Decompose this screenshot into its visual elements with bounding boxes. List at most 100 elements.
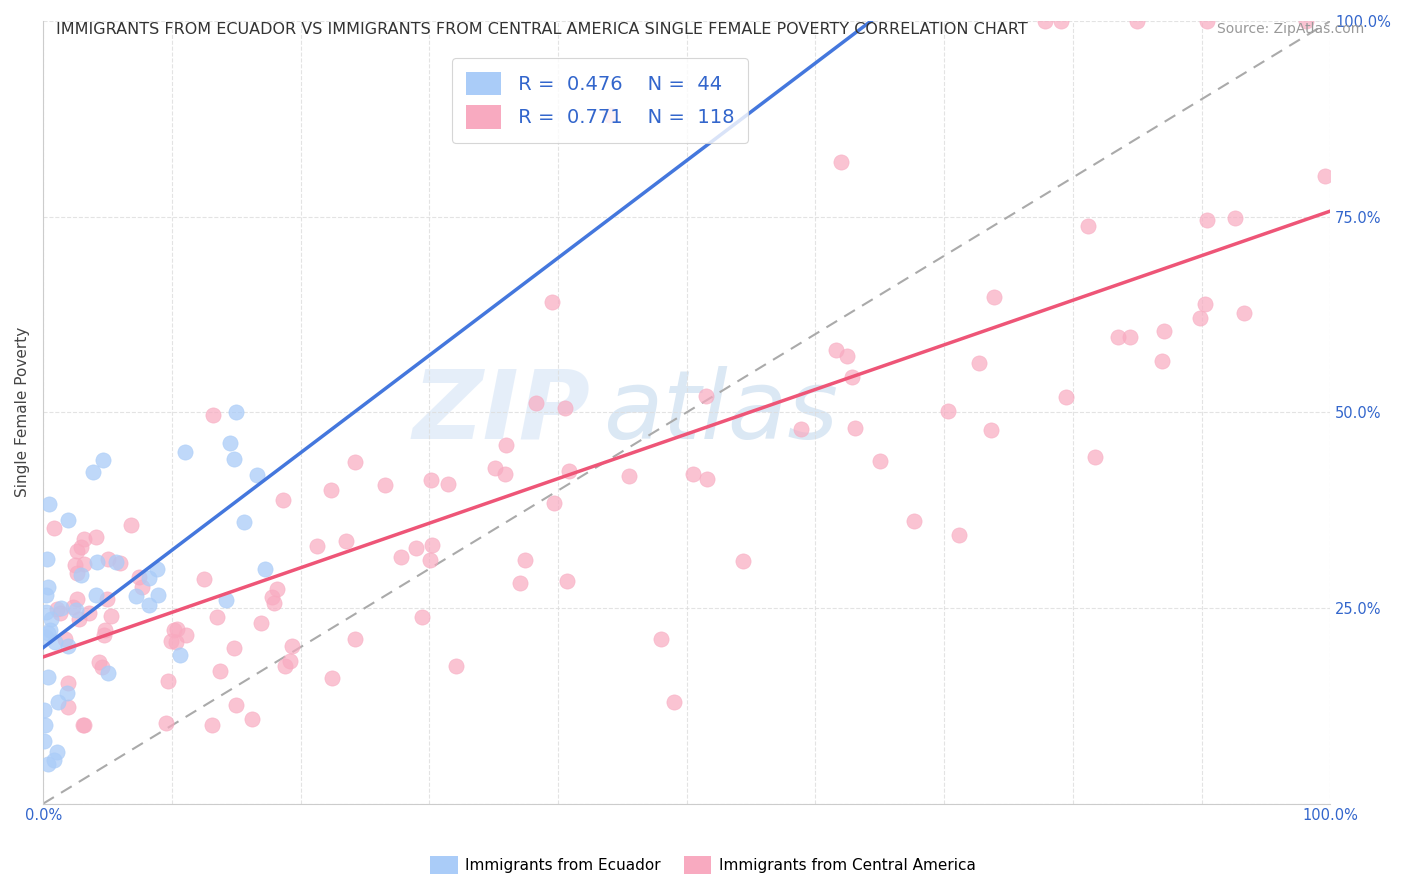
Point — [980, 423, 1002, 437]
Point — [422, 538, 444, 552]
Point — [34, 718, 56, 732]
Point — [138, 571, 160, 585]
Point — [131, 580, 153, 594]
Point — [120, 518, 142, 533]
Point — [86, 555, 108, 569]
Point — [273, 493, 295, 508]
Point — [66, 592, 89, 607]
Point — [163, 623, 186, 637]
Point — [484, 461, 506, 475]
Point — [254, 562, 277, 576]
Point — [444, 659, 467, 673]
Point — [166, 622, 188, 636]
Point — [1125, 14, 1147, 29]
Point — [825, 343, 848, 358]
Point — [266, 582, 288, 596]
Point — [93, 453, 115, 467]
Point — [1188, 310, 1211, 325]
Point — [1195, 212, 1218, 227]
Point — [82, 465, 104, 479]
Point — [94, 623, 117, 637]
Point — [969, 355, 991, 369]
Point — [1295, 14, 1317, 29]
Point — [1153, 324, 1175, 338]
Point — [509, 576, 531, 591]
Point — [67, 612, 90, 626]
Point — [87, 655, 110, 669]
Point — [209, 664, 232, 678]
Point — [599, 108, 621, 122]
Point — [165, 634, 187, 648]
Point — [97, 666, 120, 681]
Point — [46, 601, 69, 615]
Point — [160, 633, 183, 648]
Point — [274, 659, 297, 673]
Point — [554, 401, 576, 416]
Text: atlas: atlas — [603, 366, 838, 458]
Point — [35, 605, 58, 619]
Point — [844, 421, 866, 435]
Point — [205, 610, 228, 624]
Point — [37, 580, 59, 594]
Point — [841, 369, 863, 384]
Point — [281, 640, 304, 654]
Point — [1313, 169, 1336, 183]
Point — [1033, 14, 1056, 29]
Point — [344, 632, 367, 646]
Point — [335, 533, 357, 548]
Point — [789, 421, 811, 435]
Point — [1232, 305, 1254, 319]
Point — [242, 712, 264, 726]
Point — [249, 616, 271, 631]
Point — [495, 438, 517, 452]
Point — [1119, 330, 1142, 344]
Point — [260, 590, 283, 604]
Text: ZIP: ZIP — [412, 366, 591, 458]
Point — [1054, 391, 1077, 405]
Point — [69, 568, 91, 582]
Point — [37, 757, 59, 772]
Point — [983, 290, 1005, 304]
Point — [233, 515, 256, 529]
Point — [155, 716, 177, 731]
Point — [51, 601, 73, 615]
Point — [96, 592, 118, 607]
Point — [193, 573, 215, 587]
Point — [37, 670, 59, 684]
Text: IMMIGRANTS FROM ECUADOR VS IMMIGRANTS FROM CENTRAL AMERICA SINGLE FEMALE POVERTY: IMMIGRANTS FROM ECUADOR VS IMMIGRANTS FR… — [56, 22, 1028, 37]
Point — [695, 472, 717, 486]
Point — [53, 632, 76, 646]
Point — [437, 477, 460, 491]
Point — [56, 676, 79, 690]
Point — [835, 349, 858, 363]
Point — [73, 557, 96, 571]
Point — [222, 640, 245, 655]
Point — [84, 588, 107, 602]
Point — [1194, 297, 1216, 311]
Point — [73, 718, 96, 732]
Point — [731, 554, 754, 568]
Point — [936, 404, 959, 418]
Point — [219, 436, 242, 450]
Point — [62, 600, 84, 615]
Point — [513, 553, 536, 567]
Point — [46, 745, 69, 759]
Point — [374, 478, 396, 492]
Point — [246, 467, 269, 482]
Point — [39, 612, 62, 626]
Point — [148, 588, 170, 602]
Point — [344, 454, 367, 468]
Point — [650, 632, 672, 646]
Point — [37, 625, 59, 640]
Point — [66, 543, 89, 558]
Point — [128, 570, 150, 584]
Point — [146, 562, 169, 576]
Point — [201, 408, 224, 422]
Point — [405, 541, 427, 555]
Point — [66, 566, 89, 581]
Point — [225, 405, 247, 419]
Point — [72, 718, 94, 732]
Point — [35, 588, 58, 602]
Point — [108, 556, 131, 570]
Point — [104, 555, 127, 569]
